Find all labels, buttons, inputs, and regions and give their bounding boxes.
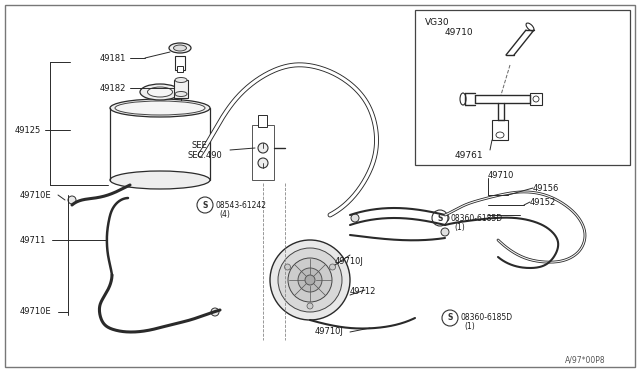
- Text: S: S: [437, 214, 443, 222]
- Ellipse shape: [140, 84, 180, 100]
- Circle shape: [270, 240, 350, 320]
- Text: 49710J: 49710J: [335, 257, 364, 266]
- Bar: [415, 10, 630, 165]
- Text: (1): (1): [464, 323, 475, 331]
- Circle shape: [278, 248, 342, 312]
- Text: 49152: 49152: [530, 198, 556, 206]
- Ellipse shape: [258, 158, 268, 168]
- Circle shape: [285, 264, 291, 270]
- Ellipse shape: [533, 96, 539, 102]
- Circle shape: [432, 210, 448, 226]
- Circle shape: [305, 275, 315, 285]
- Circle shape: [197, 197, 213, 213]
- Text: (4): (4): [219, 209, 230, 218]
- Text: S: S: [202, 201, 208, 209]
- Circle shape: [307, 303, 313, 309]
- Bar: [530, 93, 542, 105]
- Text: 08360-6185D: 08360-6185D: [461, 314, 513, 323]
- Ellipse shape: [169, 43, 191, 53]
- Text: 49761: 49761: [455, 151, 484, 160]
- Ellipse shape: [175, 77, 187, 83]
- Text: VG30: VG30: [425, 17, 450, 26]
- Text: 49182: 49182: [100, 83, 126, 93]
- Text: SEE: SEE: [192, 141, 208, 150]
- Bar: [177, 66, 183, 72]
- Bar: [258, 115, 267, 127]
- Text: 49710: 49710: [488, 170, 515, 180]
- Text: S: S: [447, 314, 452, 323]
- Text: 49710E: 49710E: [20, 308, 52, 317]
- Text: SEC.490: SEC.490: [188, 151, 223, 160]
- Text: 49712: 49712: [350, 288, 376, 296]
- Ellipse shape: [147, 87, 173, 97]
- Ellipse shape: [460, 93, 466, 105]
- Circle shape: [288, 258, 332, 302]
- Ellipse shape: [175, 92, 187, 96]
- Text: 49710: 49710: [445, 28, 474, 36]
- Ellipse shape: [526, 23, 534, 31]
- Ellipse shape: [211, 308, 219, 316]
- Ellipse shape: [258, 143, 268, 153]
- Ellipse shape: [441, 228, 449, 236]
- Ellipse shape: [351, 214, 359, 222]
- Text: A/97*00P8: A/97*00P8: [565, 356, 605, 365]
- Ellipse shape: [496, 132, 504, 138]
- Text: 49125: 49125: [15, 125, 41, 135]
- Circle shape: [442, 310, 458, 326]
- Text: 08360-6185D: 08360-6185D: [451, 214, 503, 222]
- Bar: [492, 120, 508, 140]
- Text: 49710E: 49710E: [20, 190, 52, 199]
- Ellipse shape: [68, 196, 76, 204]
- Text: 49181: 49181: [100, 54, 126, 62]
- Ellipse shape: [110, 171, 210, 189]
- Circle shape: [298, 268, 322, 292]
- Bar: [252, 125, 274, 180]
- Text: 49156: 49156: [533, 183, 559, 192]
- Bar: [175, 56, 185, 70]
- Bar: [174, 80, 188, 98]
- Ellipse shape: [173, 45, 186, 51]
- Ellipse shape: [441, 214, 449, 222]
- Ellipse shape: [115, 101, 205, 115]
- Text: 49710J: 49710J: [315, 327, 344, 337]
- Text: 08543-61242: 08543-61242: [216, 201, 267, 209]
- Ellipse shape: [110, 99, 210, 117]
- Text: 49711: 49711: [20, 235, 46, 244]
- Circle shape: [330, 264, 335, 270]
- Text: (1): (1): [454, 222, 465, 231]
